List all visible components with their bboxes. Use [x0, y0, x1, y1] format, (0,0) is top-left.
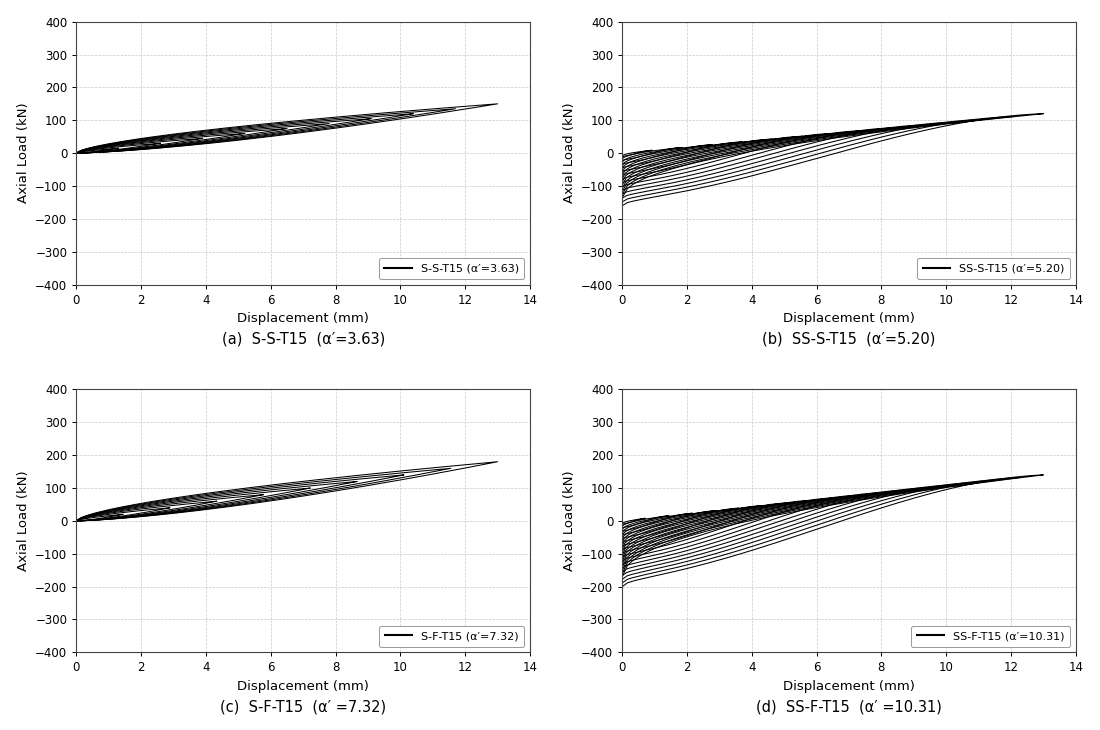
Legend: S-S-T15 (α′=3.63): S-S-T15 (α′=3.63)	[378, 258, 525, 279]
Y-axis label: Axial Load (kN): Axial Load (kN)	[16, 471, 30, 571]
Text: (c)  S-F-T15  (α′ =7.32): (c) S-F-T15 (α′ =7.32)	[220, 699, 386, 715]
Y-axis label: Axial Load (kN): Axial Load (kN)	[562, 103, 575, 204]
X-axis label: Displacement (mm): Displacement (mm)	[238, 312, 370, 325]
X-axis label: Displacement (mm): Displacement (mm)	[783, 312, 915, 325]
Text: (d)  SS-F-T15  (α′ =10.31): (d) SS-F-T15 (α′ =10.31)	[756, 699, 942, 715]
Legend: SS-S-T15 (α′=5.20): SS-S-T15 (α′=5.20)	[917, 258, 1070, 279]
Text: (a)  S-S-T15  (α′=3.63): (a) S-S-T15 (α′=3.63)	[221, 332, 385, 347]
X-axis label: Displacement (mm): Displacement (mm)	[238, 680, 370, 693]
Y-axis label: Axial Load (kN): Axial Load (kN)	[562, 471, 575, 571]
Legend: SS-F-T15 (α′=10.31): SS-F-T15 (α′=10.31)	[911, 626, 1070, 647]
Text: (b)  SS-S-T15  (α′=5.20): (b) SS-S-T15 (α′=5.20)	[762, 332, 936, 347]
Legend: S-F-T15 (α′=7.32): S-F-T15 (α′=7.32)	[379, 626, 525, 647]
Y-axis label: Axial Load (kN): Axial Load (kN)	[16, 103, 30, 204]
X-axis label: Displacement (mm): Displacement (mm)	[783, 680, 915, 693]
